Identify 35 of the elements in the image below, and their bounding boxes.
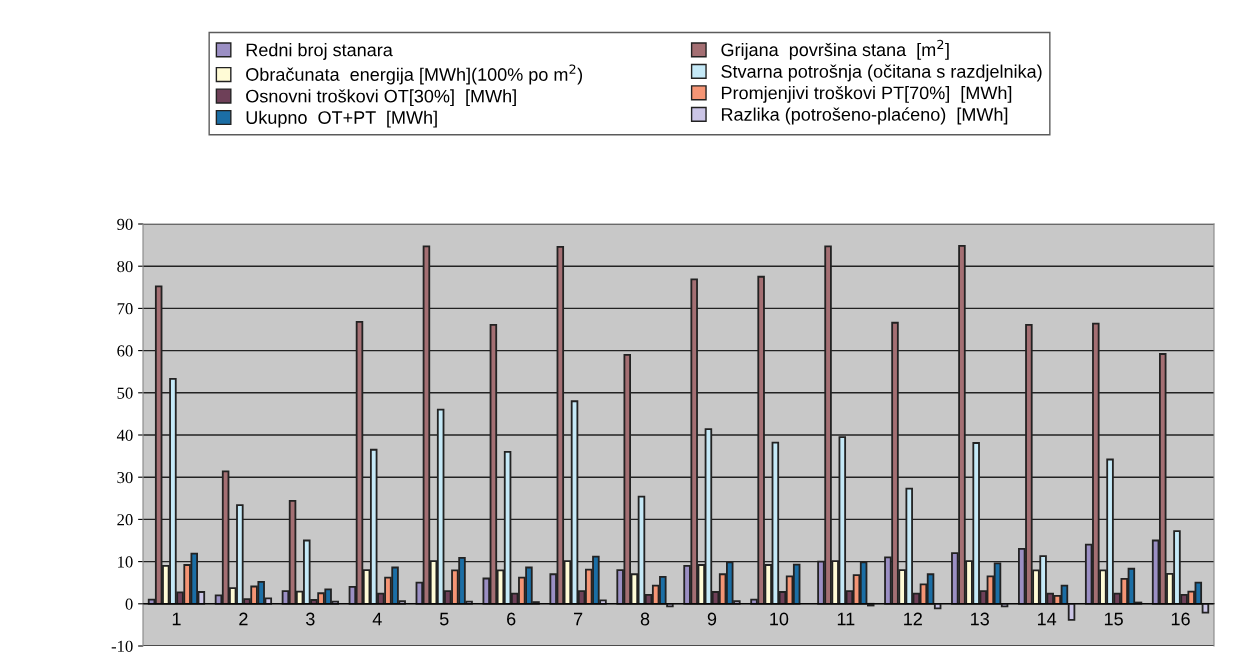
x-tick-label: 9 — [707, 612, 717, 626]
y-tick-label: 40 — [116, 429, 133, 441]
x-tick-label: 11 — [837, 612, 855, 626]
y-tick-label: 60 — [117, 345, 133, 357]
y-tick-label: 70 — [117, 303, 133, 315]
legend-label: Promjenjivi troškovi PT[70%] [MWh] — [721, 85, 1012, 103]
x-tick-label: 8 — [640, 612, 650, 626]
legend-label: Obračunata energija [MWh](100% po m$^{2}$) — [246, 64, 583, 85]
x-tick-label: 5 — [439, 612, 449, 626]
legend-label: Stvarna potrošnja (očitana s razdjelnika) — [721, 64, 1042, 82]
x-tick-label: 12 — [904, 612, 922, 626]
x-tick-label: 14 — [1037, 612, 1057, 626]
y-tick-label: 30 — [117, 471, 133, 484]
legend-label: Redni broj stanara — [246, 43, 393, 60]
y-tick-label: 90 — [117, 218, 133, 230]
x-tick-label: 7 — [574, 612, 583, 626]
x-tick-label: 3 — [306, 612, 315, 626]
legend-label: Osnovni troškovi OT[30%] [MWh] — [246, 89, 516, 107]
y-tick-label: 50 — [117, 387, 133, 399]
y-tick-label: 10 — [118, 556, 133, 568]
y-tick-label: 80 — [117, 260, 133, 273]
x-tick-label: 16 — [1171, 612, 1190, 626]
x-tick-label: 10 — [770, 612, 789, 626]
y-tick-label: -10 — [111, 640, 133, 652]
y-tick-label: 20 — [117, 514, 133, 526]
legend-label: Razlika (potrošeno-plaćeno) [MWh] — [721, 107, 1008, 125]
x-tick-label: 15 — [1104, 612, 1123, 626]
legend-label: Ukupno OT+PT [MWh] — [246, 110, 437, 128]
x-tick-label: 1 — [172, 612, 181, 626]
x-tick-label: 4 — [372, 612, 382, 626]
x-tick-label: 6 — [507, 612, 516, 626]
x-tick-label: 2 — [239, 612, 248, 626]
legend-label: Grijana površina stana [m$^{2}$] — [721, 39, 949, 60]
x-tick-label: 13 — [971, 612, 989, 626]
y-tick-label: 0 — [125, 598, 133, 610]
